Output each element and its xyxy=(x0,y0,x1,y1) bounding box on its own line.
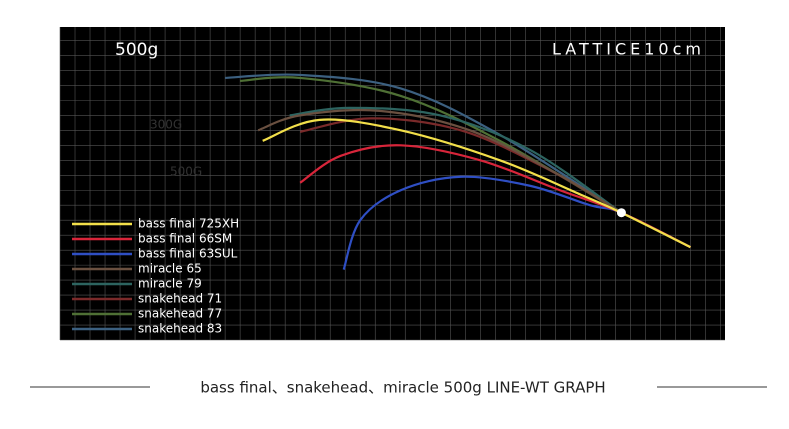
legend-label: bass final 63SUL xyxy=(138,247,238,261)
legend-label: bass final 66SM xyxy=(138,232,232,246)
curve xyxy=(289,106,623,214)
legend-label: snakehead 71 xyxy=(138,292,222,306)
annotation: 500G xyxy=(170,165,202,179)
legend-label: miracle 79 xyxy=(138,277,202,291)
curve xyxy=(225,73,623,214)
legend-label: snakehead 83 xyxy=(138,322,222,336)
plot-background xyxy=(60,27,725,340)
legend-label: miracle 65 xyxy=(138,262,202,276)
annotation: 300G xyxy=(150,118,182,132)
curve xyxy=(257,108,622,214)
legend-label: bass final 725XH xyxy=(138,217,239,231)
chart-subtitle: LATTICE10cm xyxy=(552,40,705,59)
chart-title: 500g xyxy=(115,40,158,60)
tip-point xyxy=(616,208,626,218)
caption: bass final、snakehead、miracle 500g LINE-W… xyxy=(200,379,605,397)
legend-label: snakehead 77 xyxy=(138,307,222,321)
